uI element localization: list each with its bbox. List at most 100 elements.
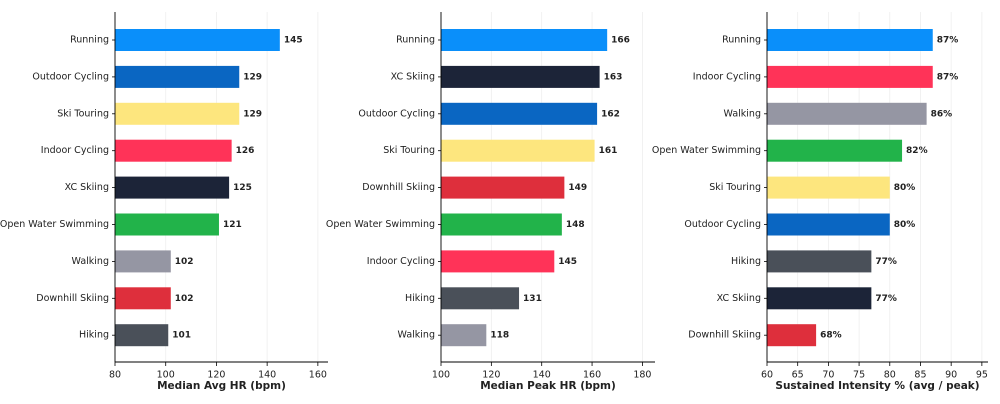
bar [767, 324, 817, 347]
value-label: 102 [175, 257, 194, 267]
y-tick-label: Hiking [731, 256, 761, 267]
y-tick-label: Indoor Cycling [693, 71, 761, 82]
bar [767, 250, 872, 273]
value-label: 162 [601, 109, 620, 119]
x-tick-label: 60 [761, 370, 773, 381]
bar [115, 287, 171, 310]
value-label: 102 [175, 294, 194, 304]
bar [441, 29, 608, 51]
value-label: 77% [875, 257, 897, 267]
y-tick-label: Running [396, 35, 435, 46]
value-label: 101 [172, 331, 191, 341]
bar [767, 139, 903, 162]
value-label: 80% [894, 220, 916, 230]
bar [441, 324, 487, 347]
value-label: 121 [223, 220, 242, 230]
x-tick-label: 100 [432, 370, 450, 381]
bar [441, 213, 562, 236]
x-tick-label: 100 [157, 370, 175, 381]
value-label: 148 [566, 220, 585, 230]
y-tick-label: Ski Touring [57, 108, 109, 119]
y-tick-label: Downhill Skiing [688, 330, 761, 341]
x-tick-label: 120 [482, 370, 500, 381]
bar [441, 287, 520, 310]
y-tick-label: Walking [724, 108, 761, 119]
y-tick-label: XC Skiing [717, 293, 761, 304]
x-axis-label: Sustained Intensity % (avg / peak) [775, 380, 979, 392]
x-axis-label: Median Avg HR (bpm) [157, 380, 286, 392]
value-label: 145 [284, 36, 303, 46]
value-label: 126 [236, 146, 255, 156]
value-label: 161 [599, 146, 618, 156]
x-tick-label: 95 [976, 370, 988, 381]
bar [115, 176, 230, 199]
y-tick-label: Open Water Swimming [326, 219, 435, 230]
value-label: 86% [931, 109, 953, 119]
y-tick-label: Downhill Skiing [362, 182, 435, 193]
bar [115, 65, 240, 88]
y-tick-label: Ski Touring [383, 145, 435, 156]
value-label: 166 [611, 36, 630, 46]
value-label: 129 [243, 109, 262, 119]
x-tick-label: 160 [583, 370, 601, 381]
y-tick-label: Outdoor Cycling [684, 219, 761, 230]
value-label: 129 [243, 72, 262, 82]
bar [115, 250, 171, 273]
bar [441, 250, 555, 273]
value-label: 131 [523, 294, 542, 304]
value-label: 163 [604, 72, 623, 82]
y-tick-label: Walking [72, 256, 109, 267]
bar [115, 213, 219, 236]
x-tick-label: 90 [945, 370, 957, 381]
y-tick-label: XC Skiing [65, 182, 109, 193]
value-label: 118 [490, 331, 509, 341]
x-tick-label: 160 [309, 370, 327, 381]
bar [115, 29, 280, 51]
x-tick-label: 75 [853, 370, 865, 381]
y-tick-label: Outdoor Cycling [32, 71, 109, 82]
y-tick-label: Outdoor Cycling [358, 108, 435, 119]
y-tick-label: Open Water Swimming [652, 145, 761, 156]
value-label: 87% [937, 72, 959, 82]
y-tick-label: XC Skiing [391, 71, 435, 82]
y-tick-label: Running [722, 35, 761, 46]
x-tick-label: 140 [258, 370, 276, 381]
value-label: 77% [875, 294, 897, 304]
bar [767, 287, 872, 310]
x-tick-label: 70 [822, 370, 834, 381]
value-label: 125 [233, 183, 252, 193]
y-tick-label: Ski Touring [709, 182, 761, 193]
bar [441, 139, 595, 162]
bar [115, 102, 240, 125]
value-label: 145 [558, 257, 577, 267]
value-label: 82% [906, 146, 928, 156]
y-tick-label: Walking [398, 330, 435, 341]
value-label: 149 [568, 183, 587, 193]
x-tick-label: 120 [207, 370, 225, 381]
x-tick-label: 65 [792, 370, 804, 381]
x-tick-label: 140 [533, 370, 551, 381]
bar [441, 65, 600, 88]
y-tick-label: Downhill Skiing [36, 293, 109, 304]
y-tick-label: Hiking [405, 293, 435, 304]
x-tick-label: 80 [109, 370, 121, 381]
bar [115, 139, 232, 162]
bar [115, 324, 169, 347]
y-tick-label: Indoor Cycling [367, 256, 435, 267]
y-tick-label: Open Water Swimming [0, 219, 109, 230]
x-axis-label: Median Peak HR (bpm) [480, 380, 616, 392]
x-tick-label: 80 [884, 370, 896, 381]
value-label: 80% [894, 183, 916, 193]
bar [441, 102, 598, 125]
x-tick-label: 180 [633, 370, 651, 381]
y-tick-label: Indoor Cycling [41, 145, 109, 156]
value-label: 87% [937, 36, 959, 46]
x-tick-label: 85 [914, 370, 926, 381]
y-tick-label: Hiking [79, 330, 109, 341]
bar [767, 213, 890, 236]
bar [767, 65, 933, 88]
bar [767, 176, 890, 199]
bar [441, 176, 565, 199]
